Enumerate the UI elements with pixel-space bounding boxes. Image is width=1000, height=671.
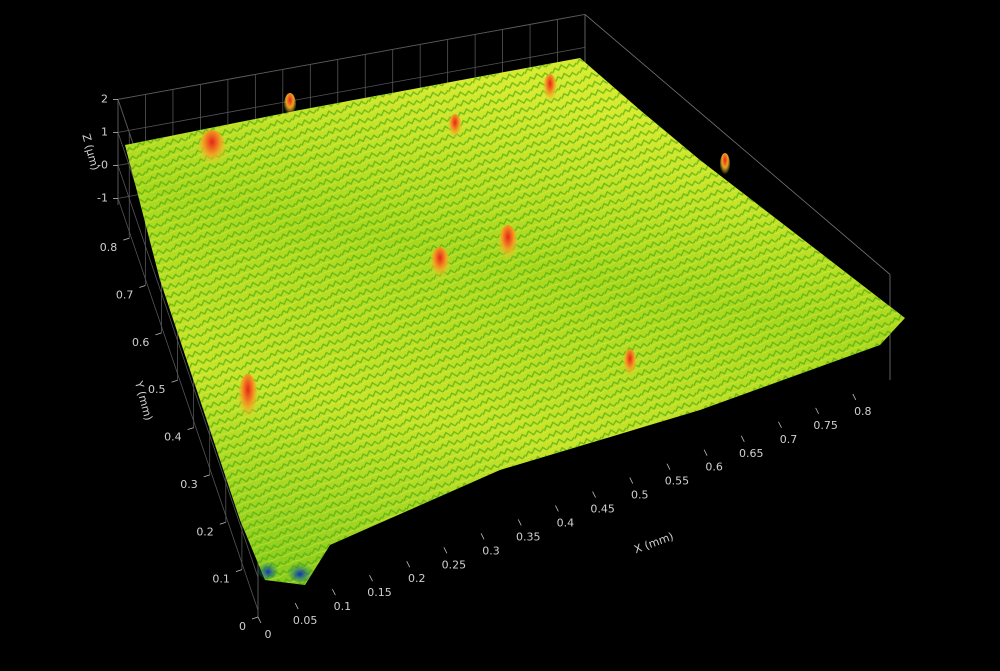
y-tick <box>251 616 259 620</box>
z-grid-line <box>117 47 586 133</box>
x-tick <box>555 505 559 512</box>
peak <box>284 93 296 117</box>
peak <box>448 114 462 142</box>
x-tick-label: 0.5 <box>631 489 649 502</box>
x-tick-label: 0.45 <box>590 503 615 516</box>
x-tick <box>294 602 299 610</box>
z-grid-line <box>117 165 259 578</box>
z-grid-line <box>117 14 586 100</box>
peak <box>430 247 450 283</box>
y-tick-label: 0.8 <box>100 241 118 254</box>
z-grid-line <box>117 198 259 611</box>
peak <box>238 374 258 426</box>
x-tick-label: 0 <box>265 628 272 641</box>
y-tick-label: 0.7 <box>116 289 134 302</box>
x-tick-label: 0.05 <box>293 614 318 627</box>
x-tick <box>480 533 485 540</box>
x-tick <box>666 463 671 470</box>
axes: 0 0.05 0.1 0.15 0.2 0.25 0.3 0.35 0.4 0.45 0.5 0.55… <box>79 92 871 641</box>
x-tick-label: 0.3 <box>482 544 500 557</box>
box-edge <box>584 14 891 275</box>
surface-texture <box>125 58 905 585</box>
y-tick <box>171 379 178 383</box>
x-tick-label: 0.4 <box>557 516 575 529</box>
x-tick <box>740 435 745 442</box>
z-tick-label: -0 <box>97 158 108 171</box>
peak <box>720 153 730 177</box>
y-tick <box>139 285 146 288</box>
y-tick <box>219 521 226 525</box>
x-tick-label: 0.25 <box>442 558 467 571</box>
x-tick-label: 0.65 <box>739 447 764 460</box>
y-tick-label: 0.5 <box>148 383 166 396</box>
peak <box>498 225 518 265</box>
x-tick <box>592 491 596 498</box>
x-tick-label: 0.6 <box>705 461 723 474</box>
y-tick <box>123 237 130 241</box>
z-axis-title: Z (µm) <box>79 132 101 171</box>
x-tick-label: 0.1 <box>334 600 352 613</box>
x-tick <box>852 393 857 401</box>
z-tick-label: -1 <box>97 191 108 204</box>
x-tick <box>629 477 634 484</box>
x-tick <box>331 588 336 596</box>
x-tick <box>406 561 411 568</box>
x-tick-label: 0.55 <box>665 475 690 488</box>
x-tick <box>443 547 448 554</box>
y-tick <box>203 474 210 478</box>
x-tick <box>369 574 373 582</box>
y-tick-label: 0.3 <box>180 478 198 491</box>
y-tick-label: 0.2 <box>196 525 214 538</box>
y-tick <box>235 569 243 573</box>
x-tick <box>815 407 820 415</box>
y-tick-label: 0.4 <box>164 431 182 444</box>
x-tick <box>257 616 262 624</box>
y-tick-label: 0.6 <box>132 336 150 349</box>
x-tick <box>778 421 782 429</box>
x-tick-label: 0.35 <box>516 530 541 543</box>
pit <box>288 562 312 582</box>
z-tick-label: 2 <box>101 92 108 105</box>
z-tick-label: 1 <box>101 125 108 138</box>
x-tick <box>517 519 522 526</box>
y-tick <box>187 427 194 430</box>
y-tick <box>155 332 162 336</box>
x-tick-label: 0.2 <box>408 572 426 585</box>
pit <box>258 561 278 579</box>
x-tick-label: 0.7 <box>780 433 798 446</box>
x-axis-title: X (mm) <box>632 530 675 556</box>
x-tick-label: 0.75 <box>813 419 838 432</box>
peak <box>198 130 226 170</box>
peak <box>543 74 557 106</box>
x-tick-label: 0.8 <box>854 405 872 418</box>
surface <box>125 58 905 585</box>
y-tick-label: 0 <box>239 620 246 633</box>
peak <box>623 349 637 381</box>
x-tick-label: 0.15 <box>367 586 392 599</box>
x-tick <box>703 449 708 456</box>
y-tick-label: 0.1 <box>212 573 230 586</box>
